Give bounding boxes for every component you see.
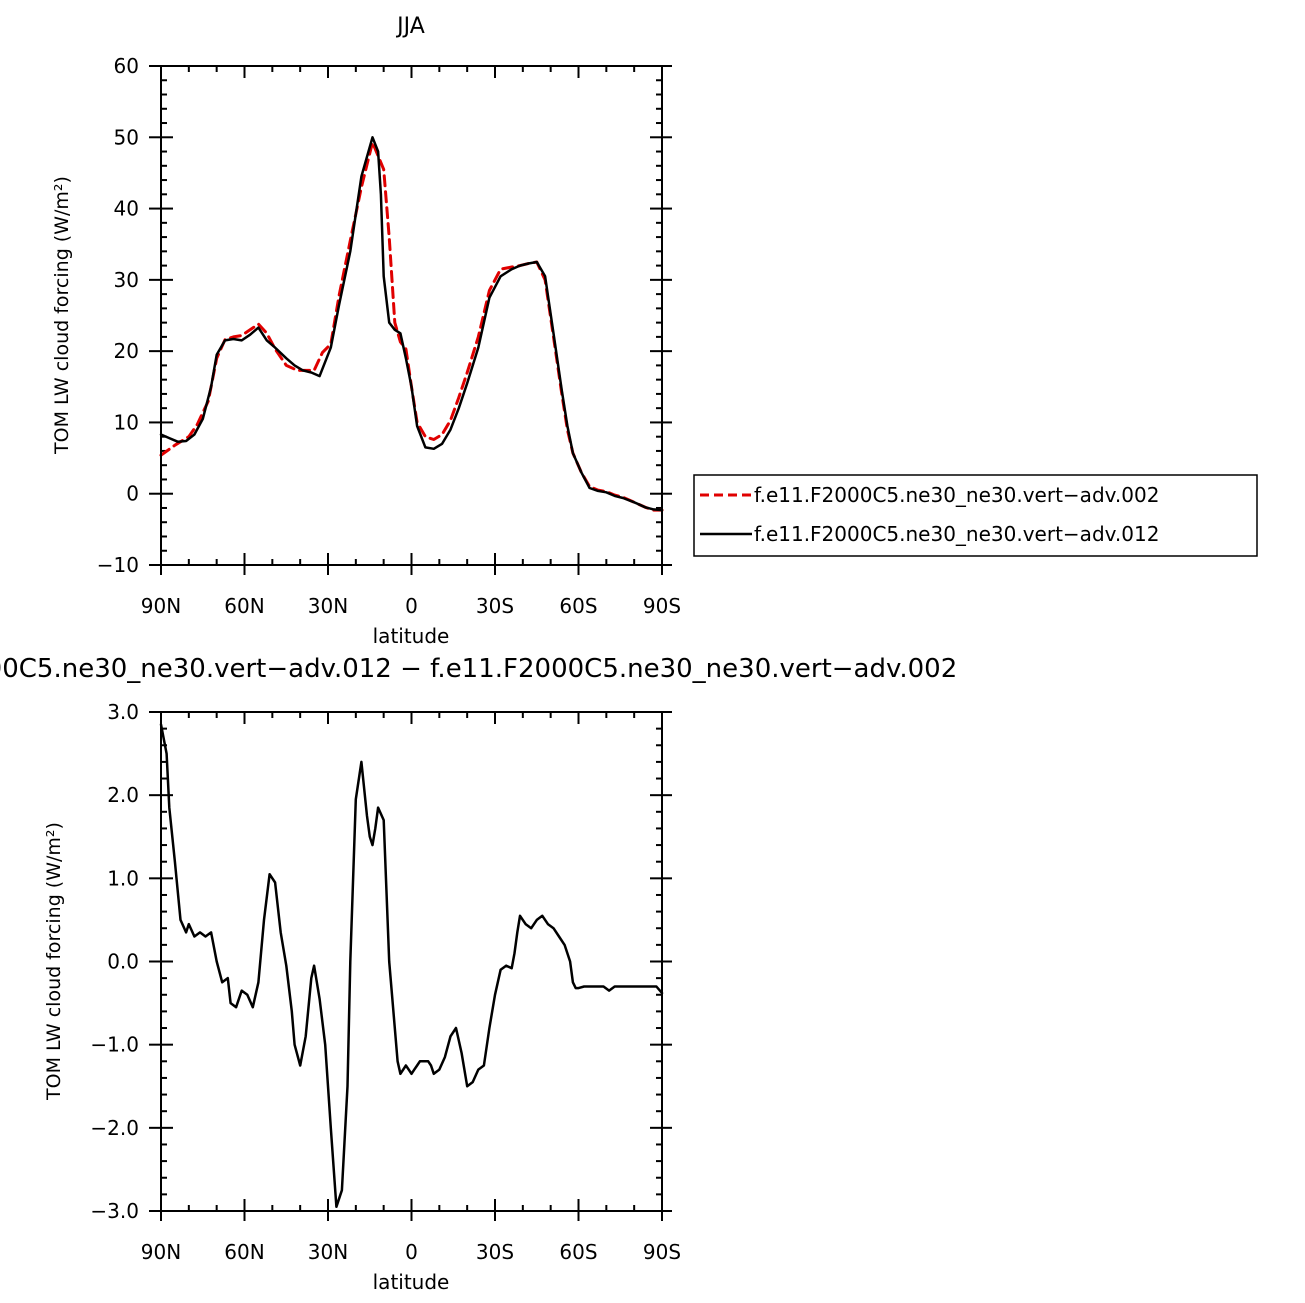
legend-label-series-2: f.e11.F2000C5.ne30_ne30.vert−adv.012	[754, 522, 1159, 546]
top-panel-ticks	[149, 65, 672, 575]
top-panel-x-tick-label: 90N	[141, 594, 181, 618]
top-panel-x-tick-labels: 90N 60N 30N 0 30S 60S 90S	[141, 594, 681, 618]
bottom-panel: f.e11.F2000C5.ne30_ne30.vert−adv.012 − f…	[0, 654, 957, 1294]
bottom-panel-x-tick-label: 60N	[224, 1240, 264, 1264]
top-panel-y-tick-label: 40	[114, 197, 139, 221]
bottom-panel-x-axis-label: latitude	[373, 1270, 450, 1294]
top-panel-x-tick-label: 60S	[559, 594, 597, 618]
bottom-panel-y-tick-label: 0.0	[107, 950, 139, 974]
top-panel-title: JJA	[395, 14, 425, 39]
legend-label-series-1: f.e11.F2000C5.ne30_ne30.vert−adv.002	[754, 483, 1159, 507]
top-panel-y-tick-label: 50	[114, 125, 139, 149]
top-panel-y-tick-label: 30	[114, 268, 139, 292]
top-panel-x-tick-label: 90S	[643, 594, 681, 618]
top-panel-series	[159, 136, 664, 512]
bottom-panel-plot-frame	[160, 711, 663, 1212]
bottom-panel-y-tick-label: −2.0	[90, 1116, 139, 1140]
top-panel-y-axis-label: TOM LW cloud forcing (W/m²)	[51, 176, 73, 455]
top-panel-y-tick-label: 20	[114, 339, 139, 363]
top-panel-x-tick-label: 60N	[224, 594, 264, 618]
top-panel-series-line-2	[159, 136, 664, 512]
top-panel-y-tick-label: 60	[114, 54, 139, 78]
bottom-panel-y-tick-label: 2.0	[107, 783, 139, 807]
bottom-panel-title: f.e11.F2000C5.ne30_ne30.vert−adv.012 − f…	[0, 654, 957, 684]
bottom-panel-series-line-1	[159, 723, 664, 1209]
top-panel-x-tick-label: 30N	[308, 594, 348, 618]
top-panel: JJA −10 0 10 20 30 40 50 60 90N 60N 30N 0 30S 60S 90S…	[51, 14, 681, 648]
bottom-panel-y-axis-label: TOM LW cloud forcing (W/m²)	[43, 822, 65, 1101]
bottom-panel-y-tick-label: −3.0	[90, 1199, 139, 1223]
bottom-panel-ticks	[149, 711, 672, 1221]
legend-box	[693, 474, 1258, 557]
bottom-panel-x-tick-label: 0	[405, 1240, 418, 1264]
top-panel-x-tick-label: 30S	[476, 594, 514, 618]
top-panel-series-line-1	[159, 140, 664, 512]
bottom-panel-x-tick-label: 30N	[308, 1240, 348, 1264]
bottom-panel-x-tick-label: 30S	[476, 1240, 514, 1264]
bottom-panel-x-tick-labels: 90N 60N 30N 0 30S 60S 90S	[141, 1240, 681, 1264]
legend: f.e11.F2000C5.ne30_ne30.vert−adv.002 f.e…	[693, 474, 1258, 557]
top-panel-y-tick-label: 10	[114, 410, 139, 434]
bottom-panel-x-tick-label: 90S	[643, 1240, 681, 1264]
bottom-panel-y-tick-label: 1.0	[107, 866, 139, 890]
bottom-panel-series	[159, 723, 664, 1209]
top-panel-y-tick-label: −10	[97, 553, 139, 577]
bottom-panel-y-tick-label: −1.0	[90, 1033, 139, 1057]
bottom-panel-y-tick-labels: −3.0 −2.0 −1.0 0.0 1.0 2.0 3.0	[90, 700, 139, 1223]
top-panel-x-axis-label: latitude	[373, 624, 450, 648]
top-panel-y-tick-labels: −10 0 10 20 30 40 50 60	[97, 54, 139, 577]
bottom-panel-x-tick-label: 90N	[141, 1240, 181, 1264]
bottom-panel-x-tick-label: 60S	[559, 1240, 597, 1264]
top-panel-y-tick-label: 0	[126, 482, 139, 506]
top-panel-plot-frame	[160, 65, 663, 566]
top-panel-x-tick-label: 0	[405, 594, 418, 618]
bottom-panel-y-tick-label: 3.0	[107, 700, 139, 724]
